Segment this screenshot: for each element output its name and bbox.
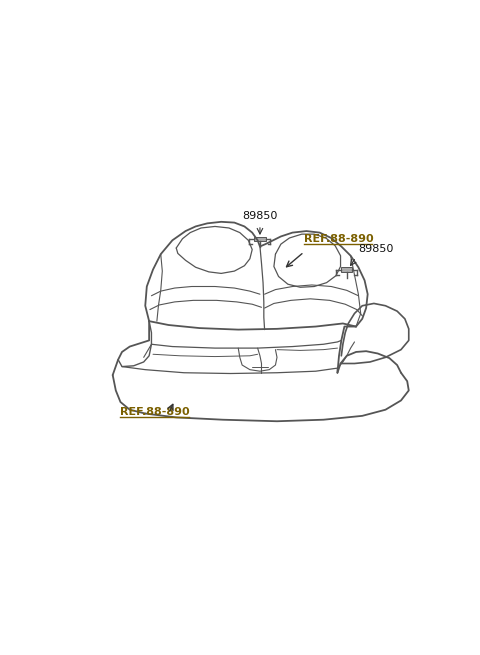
Bar: [254, 236, 265, 241]
Bar: [341, 267, 352, 272]
Text: 89850: 89850: [242, 211, 277, 221]
Text: REF.88-890: REF.88-890: [120, 407, 190, 417]
Text: 89850: 89850: [359, 244, 394, 254]
Text: REF.88-890: REF.88-890: [304, 234, 374, 244]
